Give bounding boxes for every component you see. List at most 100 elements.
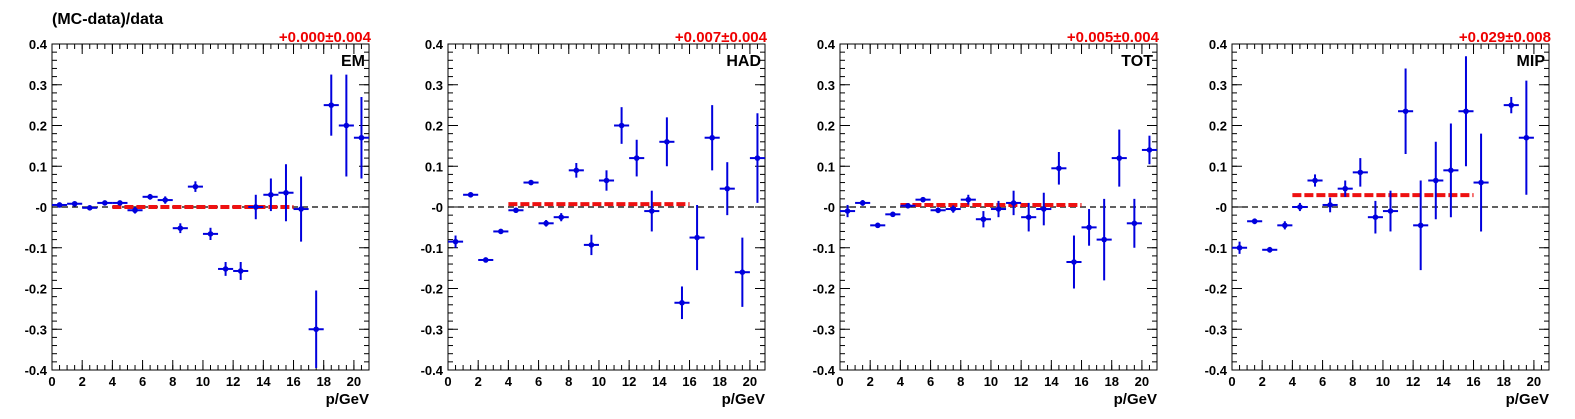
data-point (353, 96, 369, 179)
data-point (915, 196, 931, 203)
data-point (614, 107, 630, 144)
data-point (1458, 56, 1474, 167)
x-tick-label: 8 (957, 374, 964, 389)
data-point (870, 222, 886, 229)
data-point (975, 211, 991, 228)
y-tick-label: 0.3 (1209, 78, 1227, 93)
point-marker (694, 234, 700, 241)
y-tick-label: -0.3 (25, 322, 47, 337)
x-tick-label: 14 (256, 374, 271, 389)
panel-mip: -0.4 -0.3 -0.2 -0.1 -0 0.1 0.2 0.3 0.4 0 2 4 6 8 10 12 1… (1205, 29, 1551, 408)
point-marker (1251, 218, 1258, 225)
point-marker (102, 200, 108, 206)
point-marker (222, 266, 229, 272)
point-marker (874, 222, 881, 229)
y-tick-label: -0.4 (813, 363, 836, 378)
data-point (97, 200, 113, 206)
point-marker (1266, 246, 1273, 253)
x-tick-label: 20 (1135, 374, 1149, 389)
point-marker (132, 207, 138, 214)
point-marker (588, 242, 595, 248)
point-marker (1056, 165, 1062, 172)
y-tick-label: 0.4 (29, 37, 48, 52)
data-point (553, 213, 569, 222)
data-point (278, 164, 294, 222)
x-tick-label: 10 (984, 374, 998, 389)
point-marker (558, 214, 565, 220)
data-point (1051, 151, 1067, 185)
point-marker (207, 231, 214, 237)
data-point (1322, 197, 1338, 213)
point-marker (603, 177, 610, 184)
y-tick-label: -0.1 (1205, 241, 1227, 256)
point-marker (1312, 177, 1318, 184)
point-marker (1282, 222, 1288, 229)
data-point (719, 162, 735, 216)
point-marker (995, 206, 1002, 212)
panel-tot: -0.4 -0.3 -0.2 -0.1 -0 0.1 0.2 0.3 0.4 0 2 4 6 8 10 12 1… (813, 29, 1160, 408)
data-point (689, 204, 705, 271)
data-point (1232, 241, 1248, 254)
point-marker (513, 207, 519, 214)
y-tick-label: 0.4 (1209, 37, 1228, 52)
point-marker (1432, 177, 1439, 184)
data-point (1337, 180, 1353, 197)
x-tick-label: 4 (897, 374, 905, 389)
data-point (1307, 174, 1323, 187)
point-marker (935, 207, 941, 214)
point-marker (1010, 200, 1017, 206)
data-point (172, 223, 188, 234)
data-point (493, 228, 509, 235)
data-point (1428, 141, 1444, 220)
panel-had: -0.4 -0.3 -0.2 -0.1 -0 0.1 0.2 0.3 0.4 0 2 4 6 8 10 12 1… (421, 29, 768, 408)
y-tick-label: 0.3 (425, 78, 443, 93)
data-point (157, 196, 173, 204)
point-marker (1116, 155, 1123, 161)
data-point (248, 194, 264, 220)
point-marker (1342, 185, 1349, 192)
point-marker (724, 185, 731, 192)
x-tick-label: 8 (565, 374, 572, 389)
y-tick-label: 0.3 (817, 78, 835, 93)
point-marker (739, 269, 746, 276)
point-marker (56, 202, 63, 208)
x-tick-label: 4 (1289, 374, 1297, 389)
data-point (1036, 192, 1052, 226)
panel-title: MIP (1517, 53, 1546, 70)
point-marker (192, 183, 199, 190)
point-marker (1025, 214, 1032, 220)
x-tick-label: 0 (1228, 374, 1235, 389)
point-marker (965, 196, 972, 203)
x-tick-label: 8 (1349, 374, 1356, 389)
data-point (1096, 198, 1112, 281)
data-point (1443, 123, 1459, 218)
point-marker (1508, 102, 1515, 108)
data-point (202, 227, 219, 241)
data-point (1413, 180, 1429, 271)
x-tick-label: 12 (1406, 374, 1420, 389)
point-marker (1040, 206, 1047, 212)
point-marker (498, 228, 504, 235)
data-point (1352, 158, 1368, 187)
data-point (885, 211, 901, 218)
data-point (1247, 218, 1263, 225)
x-tick-label: 14 (1044, 374, 1059, 389)
point-marker (859, 200, 866, 206)
x-tick-label: 18 (316, 374, 330, 389)
point-marker (482, 257, 489, 263)
point-marker (283, 189, 289, 196)
point-marker (618, 122, 625, 129)
x-axis-label: p/GeV (326, 391, 369, 408)
y-tick-label: 0.1 (425, 159, 443, 174)
data-point (734, 237, 750, 307)
data-point (233, 262, 249, 280)
point-marker (528, 179, 534, 186)
plot-frame (447, 43, 766, 371)
data-point (1382, 190, 1399, 232)
x-tick-label: 2 (79, 374, 86, 389)
y-tick-label: 0.2 (29, 119, 47, 134)
point-marker (1131, 220, 1138, 227)
x-axis-label: p/GeV (722, 391, 765, 408)
y-tick-label: -0.4 (421, 363, 444, 378)
y-tick-label: -0.3 (813, 322, 835, 337)
